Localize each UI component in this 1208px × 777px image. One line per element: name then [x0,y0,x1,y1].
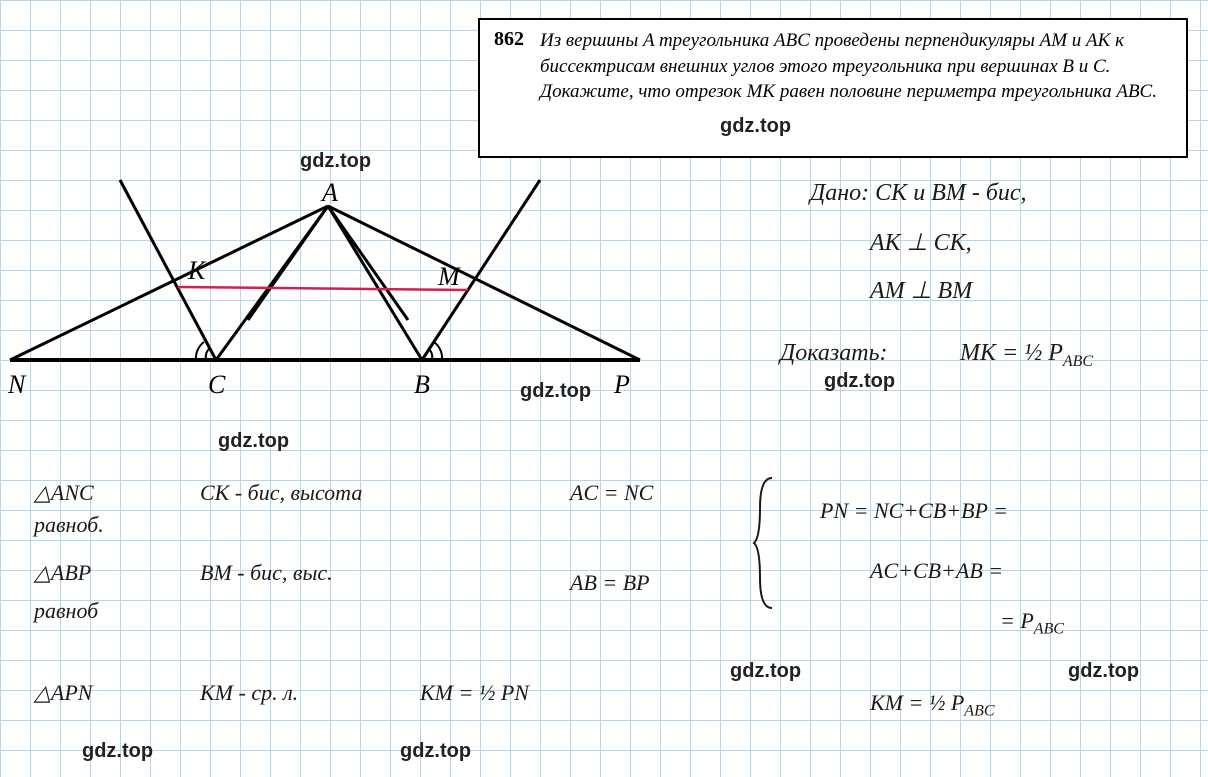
watermark: gdz.top [300,150,371,173]
proof-pabc: = PABC [1000,608,1064,638]
proof-bm-bis: BM - бис, выс. [200,560,333,586]
vertex-label-m: M [438,262,460,292]
watermark: gdz.top [720,115,791,138]
proof-ravn1: равноб. [34,512,104,538]
proof-abp: △ABP [34,560,91,586]
proof-anc: △ANC [34,480,94,506]
watermark: gdz.top [730,660,801,683]
given-line2: AK ⊥ CK, [870,228,972,257]
watermark: gdz.top [520,380,591,403]
proof-km-halfpn: KM = ½ PN [420,680,529,706]
watermark: gdz.top [82,740,153,763]
vertex-label-n: N [8,370,25,400]
curly-brace [752,468,812,618]
problem-number: 862 [494,28,524,148]
watermark: gdz.top [218,430,289,453]
vertex-label-a: A [322,178,338,208]
given-title: Дано: CK и BM - бис, [810,180,1027,207]
prove-title: Доказать: [780,340,888,367]
proof-ac-nc: AC = NC [570,480,653,506]
proof-km-mid: KM - ср. л. [200,680,298,706]
proof-km-halfp: KM = ½ PABC [870,690,995,720]
proof-ck-bis: CK - бис, высота [200,480,362,506]
problem-text: Из вершины A треугольника ABC проведены … [540,28,1172,148]
watermark: gdz.top [400,740,471,763]
geometry-diagram [0,170,720,430]
vertex-label-p: P [614,370,630,400]
proof-ab-bp: AB = BP [570,570,650,596]
watermark: gdz.top [824,370,895,393]
proof-pn-eq: PN = NC+CB+BP = [820,498,1008,524]
vertex-label-k: K [188,256,205,286]
given-line3: AM ⊥ BM [870,276,972,305]
proof-ravn2: равноб [34,598,98,624]
problem-statement-box: 862 Из вершины A треугольника ABC провед… [478,18,1188,158]
prove-stmt: MK = ½ PABC [960,340,1093,371]
proof-sum: AC+CB+AB = [870,558,1003,584]
vertex-label-b: B [414,370,430,400]
proof-apn: △APN [34,680,92,706]
watermark: gdz.top [1068,660,1139,683]
vertex-label-c: C [208,370,225,400]
